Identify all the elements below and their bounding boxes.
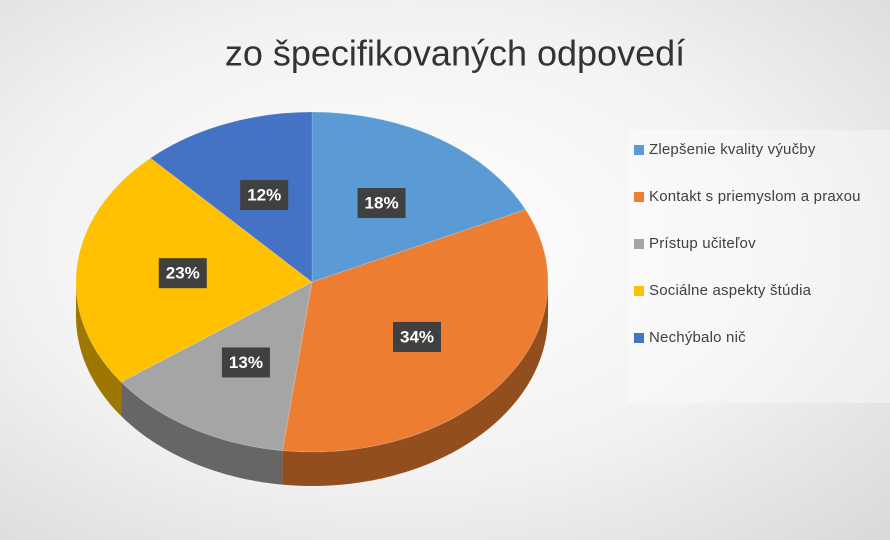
- data-label-box: [393, 321, 442, 352]
- data-label-box: [357, 188, 406, 219]
- legend-swatch: [634, 333, 644, 343]
- legend-label: Nechýbalo nič: [649, 329, 746, 346]
- slice: [120, 281, 313, 452]
- legend: Zlepšenie kvality výučby Kontakt s priemy…: [628, 130, 890, 403]
- legend-swatch: [634, 192, 644, 202]
- legend-item: Nechýbalo nič: [634, 326, 890, 350]
- legend-item: Prístup učiteľov: [634, 232, 890, 256]
- legend-swatch: [634, 239, 644, 249]
- pie-sides: [76, 282, 548, 486]
- data-label: 18%: [365, 194, 399, 213]
- legend-label: Sociálne aspekty štúdia: [649, 282, 812, 299]
- legend-item: Kontakt s priemyslom a praxou: [634, 185, 890, 209]
- legend-label: Prístup učiteľov: [649, 235, 756, 252]
- data-label: 34%: [400, 327, 434, 346]
- data-label-box: [221, 347, 270, 378]
- slice-side: [121, 381, 283, 485]
- data-label: 13%: [229, 353, 263, 372]
- legend-swatch: [634, 286, 644, 296]
- chart-title: zo špecifikovaných odpovedí: [225, 33, 685, 74]
- data-label: 12%: [247, 186, 281, 205]
- slice: [311, 111, 527, 283]
- legend-label: Zlepšenie kvality výučby: [649, 141, 816, 158]
- legend-swatch: [634, 145, 644, 155]
- data-label-box: [240, 180, 289, 211]
- slice: [149, 111, 313, 284]
- legend-item: Zlepšenie kvality výučby: [634, 138, 890, 162]
- legend-label: Kontakt s priemyslom a praxou: [649, 188, 861, 205]
- legend-item: Sociálne aspekty štúdia: [634, 279, 890, 303]
- data-label-box: [158, 258, 207, 289]
- slice-side: [282, 282, 548, 486]
- data-label: 23%: [166, 264, 200, 283]
- slice-side: [76, 282, 122, 416]
